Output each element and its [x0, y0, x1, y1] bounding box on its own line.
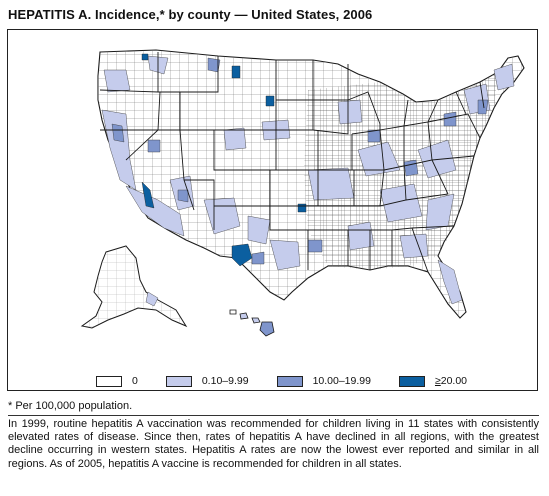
low-rate-counties: [101, 55, 515, 305]
contiguous-us: [97, 49, 525, 319]
explanatory-note: In 1999, routine hepatitis A vaccination…: [8, 418, 539, 470]
legend-label-zero: 0: [132, 375, 138, 387]
legend-item-zero: 0: [96, 375, 138, 387]
legend-swatch-high: [398, 375, 425, 387]
legend-label-high: 20.00: [440, 375, 468, 387]
map-title: HEPATITIS A. Incidence,* by county — Uni…: [8, 7, 373, 22]
high-rate-counties: [141, 53, 307, 267]
legend-swatch-zero: [96, 375, 122, 387]
us-county-map: [80, 49, 525, 337]
legend-swatch-low: [165, 375, 192, 387]
legend-item-mid: 10.00–19.99: [276, 375, 371, 387]
footnote: * Per 100,000 population.: [8, 400, 133, 412]
legend-item-high: ≥20.00: [398, 375, 468, 387]
divider: [8, 415, 539, 416]
state-boundaries: [99, 52, 485, 273]
legend-label-low: 0.10–9.99: [201, 375, 249, 387]
legend-label-mid: 10.00–19.99: [312, 375, 371, 387]
legend-item-low: 0.10–9.99: [165, 375, 249, 387]
legend-swatch-mid: [276, 375, 303, 387]
legend-label-high-prefix: ≥: [434, 375, 441, 387]
mid-rate-counties: [111, 57, 489, 265]
map-legend: 0 0.10–9.99 10.00–19.99 ≥20.00: [96, 374, 495, 388]
hawaii: [229, 309, 275, 337]
alaska: [80, 245, 188, 329]
map-frame: 0 0.10–9.99 10.00–19.99 ≥20.00: [7, 29, 538, 391]
